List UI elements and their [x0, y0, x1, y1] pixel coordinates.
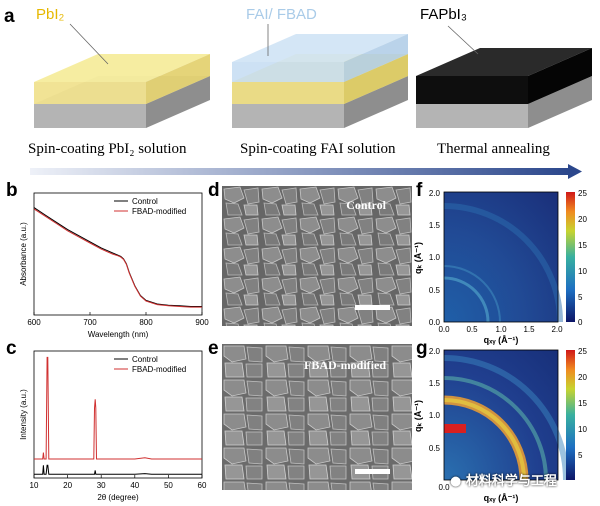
x-tick-label: 600 [27, 318, 41, 327]
f-xtick-0: 0.0 [438, 325, 450, 334]
layer-label-fai-fbad: FAI/ FBAD [246, 6, 317, 23]
x-tick-label: 60 [198, 481, 207, 490]
legend-label: Control [132, 355, 158, 364]
f-xtick-2: 1.0 [495, 325, 507, 334]
legend-label: FBAD-modified [132, 365, 186, 374]
f-xtick-3: 1.5 [523, 325, 535, 334]
cbar-tick: 10 [578, 267, 587, 276]
colorbar [566, 192, 575, 322]
x-tick-label: 40 [130, 481, 139, 490]
g-ytick-4: 2.0 [429, 347, 441, 356]
panel-label-d: d [208, 180, 220, 201]
g-ytick-1: 0.5 [429, 444, 441, 453]
plot-frame [33, 350, 203, 479]
block-pbi2 [34, 54, 210, 128]
panel-label-f: f [416, 180, 423, 201]
process-arrow [30, 168, 570, 175]
series-line-0 [33, 207, 202, 307]
watermark: ● 材料科学与工程 [450, 470, 557, 489]
panel-label-g: g [416, 338, 428, 359]
giwaxs-g: 0.5 1.0 1.5 2.0 0.0 qₓᵧ (Å⁻¹) qₖ (Å⁻¹) 2… [414, 347, 587, 503]
cbar-tick: 10 [578, 425, 587, 434]
x-tick-label: 700 [83, 318, 97, 327]
y-axis-label: Absorbance (a.u.) [19, 222, 28, 286]
cbar-tick: 25 [578, 347, 587, 356]
absorbance-chart: 600 700 800 900 Wavelength (nm) Absorbance (a… [19, 192, 209, 339]
step-2-caption: Spin-coating FAI solution [240, 141, 396, 157]
panel-label-c: c [6, 338, 17, 359]
cbar-tick: 5 [578, 451, 583, 460]
g-xtick-0: 0.0 [438, 483, 450, 492]
scale-bar [355, 305, 390, 310]
cbar-tick: 20 [578, 373, 587, 382]
x-axis-label: 2θ (degree) [97, 493, 139, 502]
layer-label-pbi2: PbI₂ [36, 6, 65, 23]
cbar-tick: 20 [578, 215, 587, 224]
f-xlabel: qₓᵧ (Å⁻¹) [484, 335, 519, 345]
x-axis-label: Wavelength (nm) [88, 330, 149, 339]
f-ytick-4: 2.0 [429, 189, 441, 198]
cbar-tick: 25 [578, 189, 587, 198]
x-tick-label: 30 [97, 481, 106, 490]
x-tick-label: 900 [195, 318, 209, 327]
g-ylabel: qₖ (Å⁻¹) [414, 400, 423, 432]
x-tick-label: 20 [63, 481, 72, 490]
giwaxs-f: 0.0 0.5 1.0 1.5 2.0 0.0 0.5 1.0 1.5 2.0 … [414, 189, 587, 345]
legend-label: Control [132, 197, 158, 206]
watermark-text: 材料科学与工程 [465, 474, 557, 489]
x-tick-label: 50 [164, 481, 173, 490]
series-line-0 [34, 464, 202, 475]
f-ytick-1: 0.5 [429, 286, 441, 295]
f-xtick-4: 2.0 [551, 325, 563, 334]
panel-label-b: b [6, 180, 18, 201]
cbar-tick: 15 [578, 399, 587, 408]
block-fapbi3 [416, 48, 592, 128]
cbar-tick: 5 [578, 293, 583, 302]
f-ytick-2: 1.0 [429, 253, 441, 262]
series-line-1 [34, 356, 202, 460]
f-ytick-0: 0.0 [429, 318, 441, 327]
y-axis-label: Intensity (a.u.) [19, 389, 28, 440]
f-xtick-1: 0.5 [466, 325, 478, 334]
panel-label-a: a [4, 6, 15, 27]
step-3-caption: Thermal annealing [437, 141, 550, 157]
scale-bar [355, 469, 390, 474]
panel-label-e: e [208, 338, 219, 359]
block-fai [232, 34, 408, 128]
colorbar [566, 350, 575, 480]
panel-a-schematic [30, 23, 592, 179]
g-ytick-2: 1.0 [429, 411, 441, 420]
step-1-caption: Spin-coating PbI₂ solution [28, 141, 187, 157]
layer-label-fapbi3: FAPbI₃ [420, 6, 467, 23]
sem-image-fbad: FBAD-modified [222, 344, 412, 490]
plot-frame [33, 192, 203, 316]
x-tick-label: 800 [139, 318, 153, 327]
wechat-icon: ● [450, 474, 462, 489]
f-ytick-3: 1.5 [429, 221, 441, 230]
xrd-chart: 10 20 30 40 50 60 2θ (degree) Intensity (a.u.) C… [19, 350, 207, 502]
sem-image-control: Control [222, 186, 412, 326]
sem-label-control: Control [346, 198, 386, 212]
sem-label-fbad: FBAD-modified [304, 358, 386, 372]
series-line-1 [33, 208, 202, 308]
x-tick-label: 10 [30, 481, 39, 490]
legend-label: FBAD-modified [132, 207, 186, 216]
f-ylabel: qₖ (Å⁻¹) [414, 242, 423, 274]
g-xlabel: qₓᵧ (Å⁻¹) [484, 493, 519, 503]
cbar-tick: 15 [578, 241, 587, 250]
g-ytick-3: 1.5 [429, 379, 441, 388]
cbar-tick: 0 [578, 318, 583, 327]
